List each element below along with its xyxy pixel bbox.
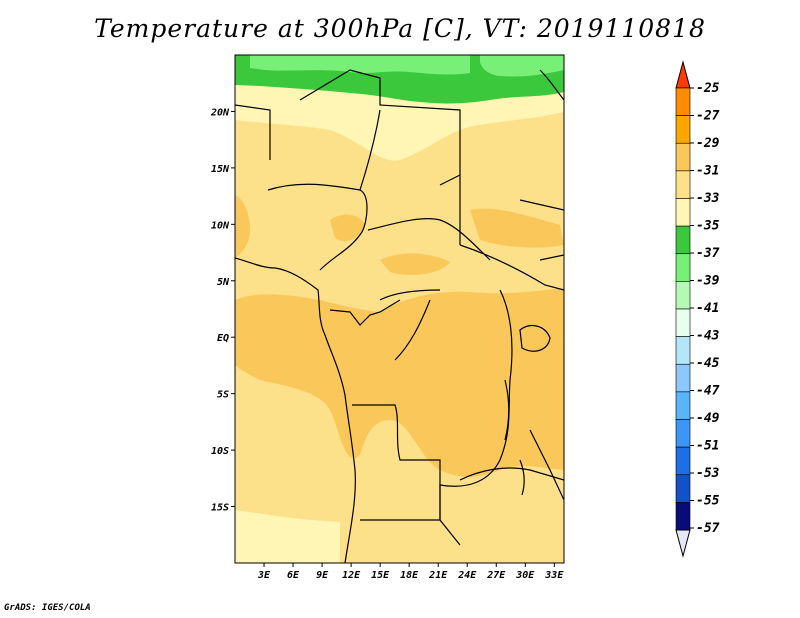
field-band-39-east [480,55,564,77]
lake-malawi [519,459,525,496]
colorbar-label: -57 [696,521,720,536]
lake-tanganyika [504,379,510,441]
colorbar-swatch [675,336,691,365]
colorbar-label: -53 [696,466,720,481]
x-tick-label: 15E [371,570,390,581]
colorbar-swatch [675,115,691,144]
lake-victoria [519,324,551,352]
border-nigeria [267,183,368,271]
colorbar-swatch [675,363,691,393]
colorbar-swatch [675,198,691,227]
colorbar-label: -39 [696,274,720,289]
x-tick-label: 18E [400,570,419,581]
colorbar-label: -37 [696,246,720,261]
colorbar-label: -27 [696,109,720,124]
colorbar-label: -41 [696,301,719,316]
y-tick-label: 10S [211,446,229,457]
colorbar-swatch [675,281,691,310]
colorbar-label: -49 [696,411,720,426]
y-tick-label: EQ [217,333,229,344]
x-tick-label: 21E [428,570,448,581]
colorbar-swatch [675,474,691,503]
border-sahel [235,104,271,160]
field-band-29-west [235,288,564,477]
field-band-29-center [380,253,450,275]
colorbar-label: -51 [696,439,719,454]
river-red-sea-coast [539,69,564,101]
x-tick-label: 30E [515,570,535,581]
x-tick-label: 27E [486,570,506,581]
coastline-west [235,257,356,563]
temperature-field [235,55,564,563]
colorbar-label: -25 [696,81,720,96]
colorbar-swatch [675,142,691,172]
colorbar-label: -33 [696,191,720,206]
field-band-29-east [470,208,564,248]
y-tick-label: 5S [217,390,229,401]
border-mozambique [529,429,564,501]
colorbar-swatch [675,87,691,116]
border-ethiopia [519,199,564,261]
credit-text: GrADS: IGES/COLA [4,603,91,613]
colorbar-label: -31 [696,164,719,179]
colorbar-label: -35 [696,219,720,234]
colorbar-swatch [675,225,691,255]
field-band-29-north [330,214,365,242]
x-tick-label: 6E [287,570,300,581]
map-title: Temperature at 300hPa [C], VT: 201911081… [94,14,706,43]
colorbar-bottom-arrow [675,529,691,558]
border-angola [352,404,441,521]
x-tick-label: 9E [316,570,329,581]
border-chad [359,109,461,191]
colorbar-swatch [675,502,691,531]
y-tick-label: 20N [210,107,230,118]
country-borders [235,69,564,563]
colorbar-label: -45 [696,356,720,371]
y-tick-label: 15S [211,503,229,514]
colorbar-swatch [675,253,691,282]
x-tick-label: 33E [544,570,564,581]
y-axis: 20N 15N 10N 5N EQ 5S 10S 15S [210,107,235,514]
y-tick-label: 15N [211,164,230,175]
colorbar-swatch [675,446,691,476]
colorbar-swatch [675,391,691,420]
x-tick-label: 12E [342,570,361,581]
map-frame [234,54,565,564]
field-band-29-nw [235,195,250,258]
y-tick-label: 10N [211,220,230,231]
border-zambia [459,467,564,481]
field-band-39 [250,55,470,75]
colorbar-swatch [675,419,691,448]
colorbar: -25 -27 -29 -31 -33 -35 -37 -39 -41 -43 -45 -47 -49 -… [675,60,720,558]
colorbar-label: -29 [696,136,720,151]
border-car [367,218,491,301]
x-tick-label: 3E [257,570,271,581]
colorbar-swatch [675,170,691,199]
border-congo [329,299,431,361]
border-sudan [459,244,564,291]
y-tick-label: 5N [217,277,230,288]
x-tick-label: 24E [457,570,477,581]
colorbar-top-arrow [675,60,691,89]
colorbar-label: -43 [696,329,720,344]
colorbar-swatch [675,308,691,337]
colorbar-label: -47 [696,384,720,399]
colorbar-label: -55 [696,494,720,509]
x-axis: 3E 6E 9E 12E 15E 18E 21E 24E 27E 30E 33E [257,563,564,581]
field-band-35-south [235,510,340,563]
